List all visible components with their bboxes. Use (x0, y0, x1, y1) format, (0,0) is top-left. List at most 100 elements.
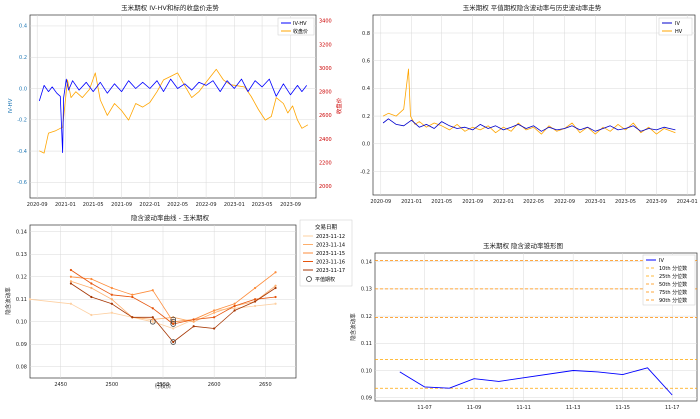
series-lines (375, 259, 697, 396)
smile-point (253, 286, 257, 290)
y2-tick-label: 3200 (319, 42, 332, 48)
legend-label-iv: IV (675, 21, 680, 27)
x-tick-label: 2023-09 (646, 199, 667, 205)
legend-label: 50th 分位数 (659, 281, 687, 288)
smile-point (90, 286, 93, 290)
legend-label: 2023-11-14 (316, 243, 345, 249)
x-tick-label: 2022-01 (139, 202, 160, 208)
smile-point (192, 320, 195, 323)
smile-point (151, 289, 154, 292)
y-tick-label: 0.10 (16, 320, 27, 326)
x-tick-label: 2021-05 (431, 199, 452, 205)
legend-label: 2023-11-17 (316, 268, 345, 274)
smile-point (233, 304, 236, 308)
smile-point (131, 293, 134, 296)
legend-label: 2023-11-15 (316, 251, 345, 257)
y-tick-label: 0.2 (19, 55, 27, 61)
x-axis-label: 行权价 (155, 382, 172, 390)
legend-label-close: 收盘价 (293, 28, 308, 35)
smile-point (131, 295, 134, 299)
x-tick-label: 2550 (157, 382, 170, 388)
x-axis-ticks: 2020-09 2021-01 2021-05 2021-09 2022-01 2022-… (27, 202, 301, 208)
iv-smile-chart: 隐含波动率曲线 - 玉米期权 2450 2500 2550 2600 2650 0.08… (4, 213, 353, 390)
y-tick-label: 0.0 (362, 142, 370, 148)
x-tick-label: 2650 (259, 382, 272, 388)
smile-point (151, 307, 154, 310)
smile-line (70, 271, 276, 323)
legend-atm-label: 平值期权 (315, 276, 335, 283)
x-tick-label: 11-09 (467, 405, 482, 411)
plot-frame (372, 14, 696, 196)
smile-point (110, 293, 113, 296)
y2-tick-label: 3400 (319, 19, 332, 25)
series-line-iv-hv (38, 78, 308, 154)
series-line-iv (382, 118, 676, 132)
x-axis-ticks: 11-07 11-09 11-11 11-13 11-15 11-17 (417, 405, 679, 411)
smile-point (253, 298, 257, 301)
chart-title: 玉米期权 IV-HV和标的收盘价走势 (121, 3, 219, 12)
y-tick-label: 0.0 (19, 86, 27, 92)
iv-hv-close-chart: 玉米期权 IV-HV和标的收盘价走势 2020-09 2021-01 2021-05… (8, 3, 343, 208)
smile-point (213, 311, 216, 314)
smile-point (192, 318, 195, 321)
y-tick-label: 0.6 (362, 58, 370, 64)
legend-label-hv: HV (675, 29, 683, 35)
smile-point (90, 313, 93, 317)
y-axis-label: IV-HV (8, 98, 14, 113)
x-tick-label: 2450 (54, 382, 67, 388)
x-tick-label: 2021-09 (462, 199, 483, 205)
legend-title: 交易日期 (315, 223, 338, 231)
y-axis-ticks: 0.09 0.10 0.11 0.12 0.13 0.14 (361, 260, 372, 402)
x-tick-label: 11-07 (417, 405, 432, 411)
smile-line (70, 269, 276, 325)
smile-point (90, 295, 93, 299)
smile-point (151, 320, 154, 323)
x-tick-label: 2600 (208, 382, 221, 388)
series-line-iv (399, 367, 673, 396)
y-tick-label: 0.13 (16, 252, 27, 258)
y-tick-label: 0.12 (16, 275, 27, 281)
x-axis-ticks: 2450 2500 2550 2600 2650 (54, 382, 271, 388)
smile-point (233, 307, 236, 310)
y2-tick-label: 2400 (319, 137, 332, 143)
y-tick-label: 0.12 (361, 314, 372, 320)
smile-point (69, 280, 73, 283)
x-tick-label: 2022-05 (167, 202, 188, 208)
chart-title: 隐含波动率曲线 - 玉米期权 (131, 213, 209, 222)
y-tick-label: 0.11 (16, 297, 27, 303)
x-tick-label: 2022-09 (196, 202, 217, 208)
y-tick-label: 0.09 (16, 342, 27, 348)
legend: 交易日期 2023-11-12 2023-11-14 2023-11-15 2023-… (299, 219, 353, 287)
y-tick-label: 0.8 (362, 31, 370, 37)
smile-line (29, 298, 276, 329)
smile-point (172, 340, 175, 344)
x-tick-label: 11-11 (516, 405, 531, 411)
smile-point (131, 316, 134, 319)
y-tick-label: 0.2 (362, 114, 370, 120)
plot-frame (29, 14, 317, 199)
smile-point (274, 302, 277, 305)
y-axis-label: 隐含波动率 (349, 313, 357, 341)
smile-point (253, 304, 257, 308)
x-tick-label: 2021-01 (401, 199, 422, 205)
smile-point (233, 309, 236, 312)
x-tick-label: 2021-01 (55, 202, 76, 208)
legend: IV HV (658, 17, 693, 36)
y-tick-label: -0.2 (360, 169, 370, 175)
legend-label: 25th 分位数 (659, 273, 687, 280)
legend-label: 2023-11-16 (316, 260, 345, 266)
legend-label-iv-hv: IV-HV (293, 21, 307, 27)
y2-axis-ticks: 2000 2200 2400 2600 2800 3000 3200 3400 (319, 19, 332, 190)
smile-point (90, 277, 93, 281)
smile-point (274, 295, 277, 299)
x-tick-label: 2020-09 (27, 202, 48, 208)
chart-title: 玉米期权 隐含波动率锥形图 (483, 241, 563, 250)
x-tick-label: 2021-05 (83, 202, 104, 208)
legend-label: 90th 分位数 (659, 297, 687, 304)
series-line-hv (382, 68, 676, 135)
y-tick-label: 0.13 (361, 287, 372, 293)
x-tick-label: 2023-01 (585, 199, 606, 205)
smile-line (70, 280, 276, 323)
